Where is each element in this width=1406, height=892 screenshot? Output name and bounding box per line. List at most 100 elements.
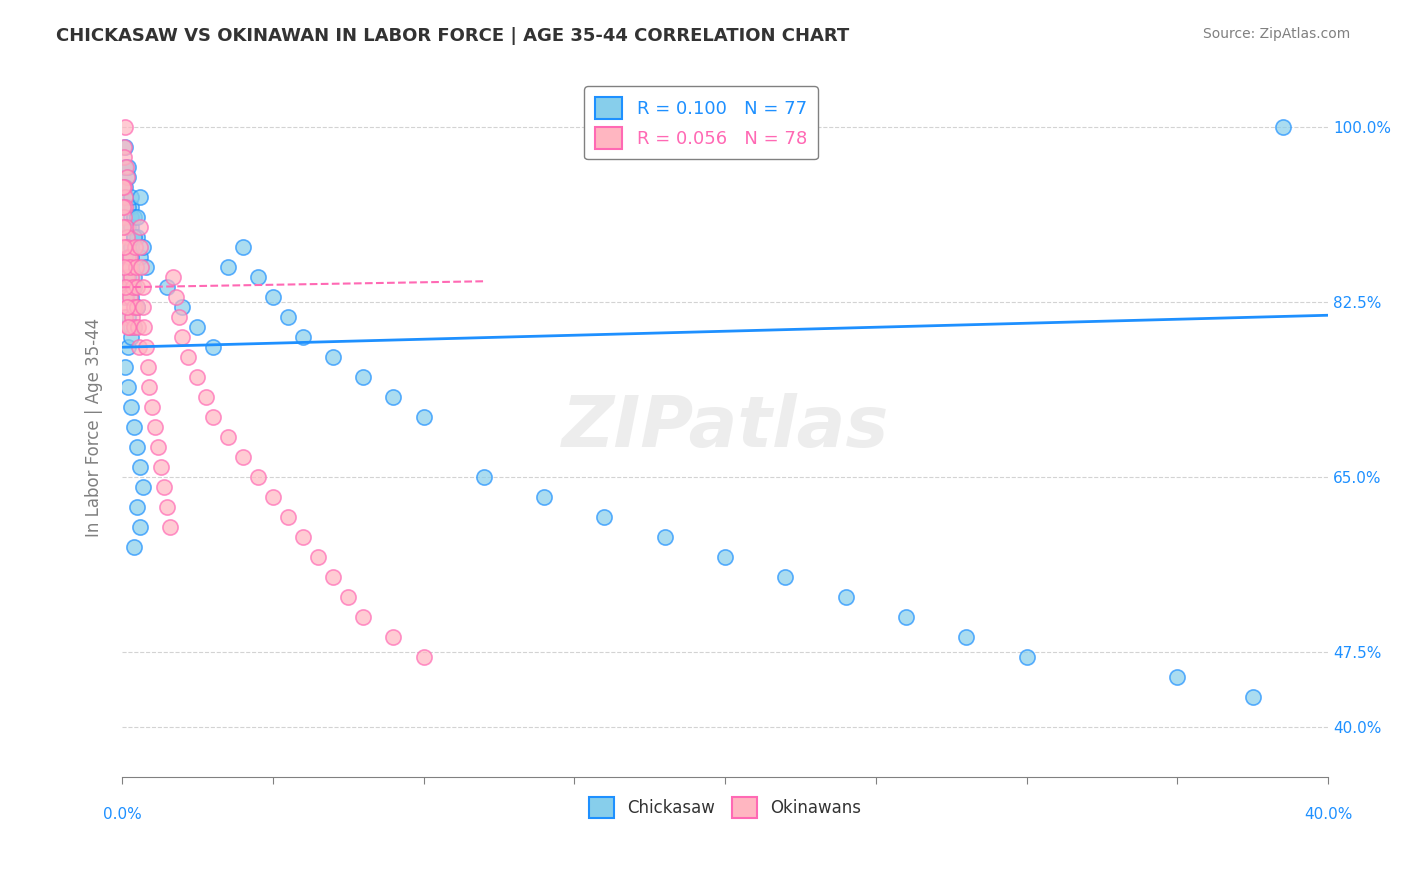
Point xyxy=(112,211,135,225)
Point xyxy=(114,200,136,214)
Point xyxy=(117,260,139,275)
Point xyxy=(201,340,224,354)
Point xyxy=(114,190,136,204)
Point xyxy=(172,330,194,344)
Point xyxy=(117,280,139,294)
Point xyxy=(262,290,284,304)
Point xyxy=(894,610,917,624)
Point xyxy=(118,250,141,264)
Point xyxy=(114,280,136,294)
Point xyxy=(162,270,184,285)
Point xyxy=(159,520,181,534)
Point xyxy=(120,330,142,344)
Point xyxy=(117,220,139,235)
Point xyxy=(129,520,152,534)
Point xyxy=(114,270,136,285)
Point xyxy=(1166,670,1188,684)
Point xyxy=(129,220,152,235)
Point xyxy=(122,280,145,294)
Point xyxy=(112,220,135,235)
Point xyxy=(352,370,374,384)
Point xyxy=(117,161,139,175)
Point xyxy=(114,161,136,175)
Point xyxy=(127,300,149,314)
Point xyxy=(156,280,179,294)
Point xyxy=(117,320,139,334)
Point xyxy=(654,530,676,544)
Point xyxy=(132,240,155,254)
Point xyxy=(127,211,149,225)
Point xyxy=(111,180,134,194)
Point xyxy=(1241,690,1264,704)
Point xyxy=(132,280,155,294)
Point xyxy=(117,250,139,264)
Point xyxy=(136,360,159,375)
Point xyxy=(114,310,136,325)
Point xyxy=(120,211,142,225)
Point xyxy=(322,570,344,584)
Point xyxy=(533,490,555,504)
Point xyxy=(117,200,139,214)
Point xyxy=(186,320,208,334)
Point xyxy=(127,230,149,244)
Point xyxy=(153,480,176,494)
Point xyxy=(156,500,179,514)
Point xyxy=(111,200,134,214)
Point xyxy=(131,300,153,314)
Point xyxy=(115,170,138,185)
Point xyxy=(124,240,146,254)
Point xyxy=(120,290,142,304)
Point xyxy=(127,440,149,454)
Text: CHICKASAW VS OKINAWAN IN LABOR FORCE | AGE 35-44 CORRELATION CHART: CHICKASAW VS OKINAWAN IN LABOR FORCE | A… xyxy=(56,27,849,45)
Text: 40.0%: 40.0% xyxy=(1303,807,1353,822)
Point xyxy=(120,400,142,414)
Point xyxy=(217,430,239,444)
Point xyxy=(714,549,737,564)
Point xyxy=(122,320,145,334)
Point xyxy=(114,150,136,164)
Point xyxy=(122,230,145,244)
Point xyxy=(169,310,191,325)
Point xyxy=(232,240,254,254)
Point xyxy=(120,240,142,254)
Point xyxy=(114,161,136,175)
Point xyxy=(132,320,155,334)
Point xyxy=(150,460,173,475)
Point xyxy=(120,320,142,334)
Point xyxy=(129,190,152,204)
Point xyxy=(352,610,374,624)
Point xyxy=(195,390,218,404)
Point xyxy=(117,310,139,325)
Point xyxy=(120,270,142,285)
Point xyxy=(121,310,143,325)
Point xyxy=(118,260,141,275)
Point xyxy=(307,549,329,564)
Point xyxy=(127,300,149,314)
Point xyxy=(593,510,616,524)
Point xyxy=(122,320,145,334)
Point xyxy=(472,470,495,484)
Point xyxy=(112,240,135,254)
Point xyxy=(262,490,284,504)
Point xyxy=(337,590,360,604)
Point xyxy=(135,340,157,354)
Point xyxy=(114,140,136,154)
Point xyxy=(112,140,135,154)
Point xyxy=(117,340,139,354)
Point xyxy=(201,410,224,425)
Point xyxy=(114,180,136,194)
Point xyxy=(165,290,187,304)
Point xyxy=(291,330,314,344)
Point xyxy=(117,270,139,285)
Point xyxy=(117,240,139,254)
Point xyxy=(122,420,145,434)
Point xyxy=(124,260,146,275)
Point xyxy=(412,410,434,425)
Point xyxy=(127,280,149,294)
Point xyxy=(120,240,142,254)
Text: 0.0%: 0.0% xyxy=(103,807,142,822)
Point xyxy=(834,590,856,604)
Point xyxy=(115,230,138,244)
Point xyxy=(118,320,141,334)
Point xyxy=(277,510,299,524)
